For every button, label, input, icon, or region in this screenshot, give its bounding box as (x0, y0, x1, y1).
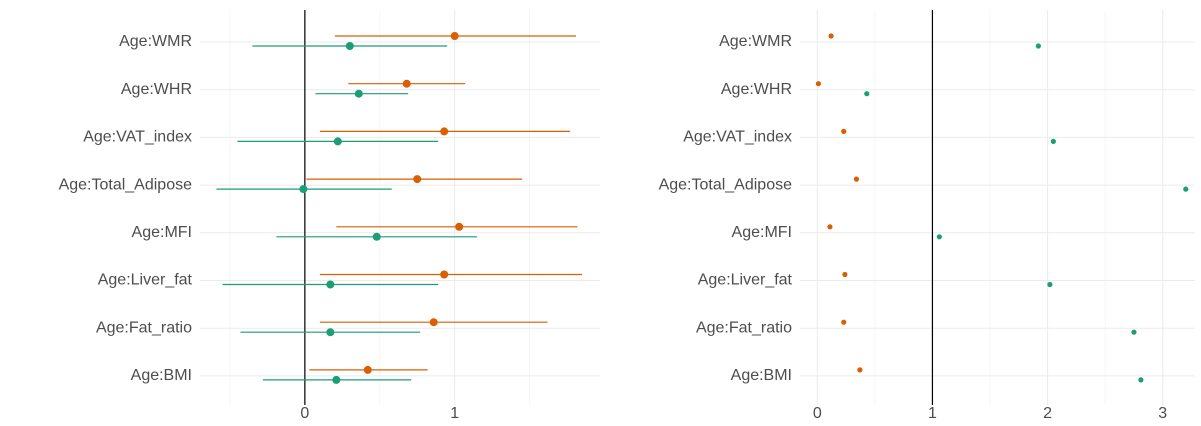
point (402, 79, 411, 88)
x-tick-label: 2 (1043, 405, 1052, 422)
point (1131, 329, 1137, 335)
point (853, 176, 860, 182)
y-tick-label: Age:VAT_index (683, 129, 792, 146)
x-tick-label: 0 (813, 405, 822, 422)
point (815, 81, 822, 87)
y-tick-label: Age:BMI (131, 367, 192, 384)
point (326, 280, 335, 289)
point (450, 32, 459, 40)
point (936, 234, 942, 240)
y-tick-label: Age:Fat_ratio (96, 319, 192, 336)
y-tick-label: Age:WHR (721, 81, 792, 98)
point (1047, 281, 1053, 288)
point (326, 328, 335, 337)
point (857, 367, 863, 373)
point (413, 175, 422, 184)
x-tick-label: 1 (928, 405, 937, 422)
point (372, 232, 381, 241)
y-tick-label: Age:VAT_index (83, 129, 192, 146)
point (363, 365, 372, 374)
point (429, 318, 438, 327)
y-tick-label: Age:BMI (731, 367, 792, 384)
y-tick-label: Age:MFI (132, 224, 192, 241)
x-tick-label: 3 (1158, 405, 1167, 422)
y-tick-label: Age:WHR (121, 81, 192, 98)
point (864, 91, 870, 97)
point (440, 270, 449, 279)
point (1050, 138, 1056, 144)
x-tick-label: 1 (450, 405, 459, 422)
point (828, 33, 834, 39)
y-tick-label: Age:WMR (719, 33, 792, 50)
point (1035, 43, 1041, 49)
point (455, 222, 464, 231)
y-tick-label: Age:Total_Adipose (59, 176, 193, 193)
point (299, 185, 308, 194)
y-tick-label: Age:Liver_fat (98, 272, 193, 289)
y-tick-label: Age:Fat_ratio (696, 319, 792, 336)
y-tick-label: Age:Total_Adipose (659, 176, 793, 193)
point (345, 42, 354, 50)
point (841, 128, 847, 134)
point (827, 224, 833, 230)
y-tick-label: Age:WMR (119, 33, 192, 50)
y-tick-label: Age:Liver_fat (698, 272, 793, 289)
point (842, 271, 848, 278)
point (1138, 377, 1144, 383)
point (354, 89, 363, 98)
point (1183, 186, 1189, 192)
point (841, 319, 847, 325)
y-tick-label: Age:MFI (732, 224, 792, 241)
x-tick-label: 0 (300, 405, 309, 422)
point (440, 127, 449, 136)
point (332, 375, 341, 384)
point (333, 137, 342, 146)
